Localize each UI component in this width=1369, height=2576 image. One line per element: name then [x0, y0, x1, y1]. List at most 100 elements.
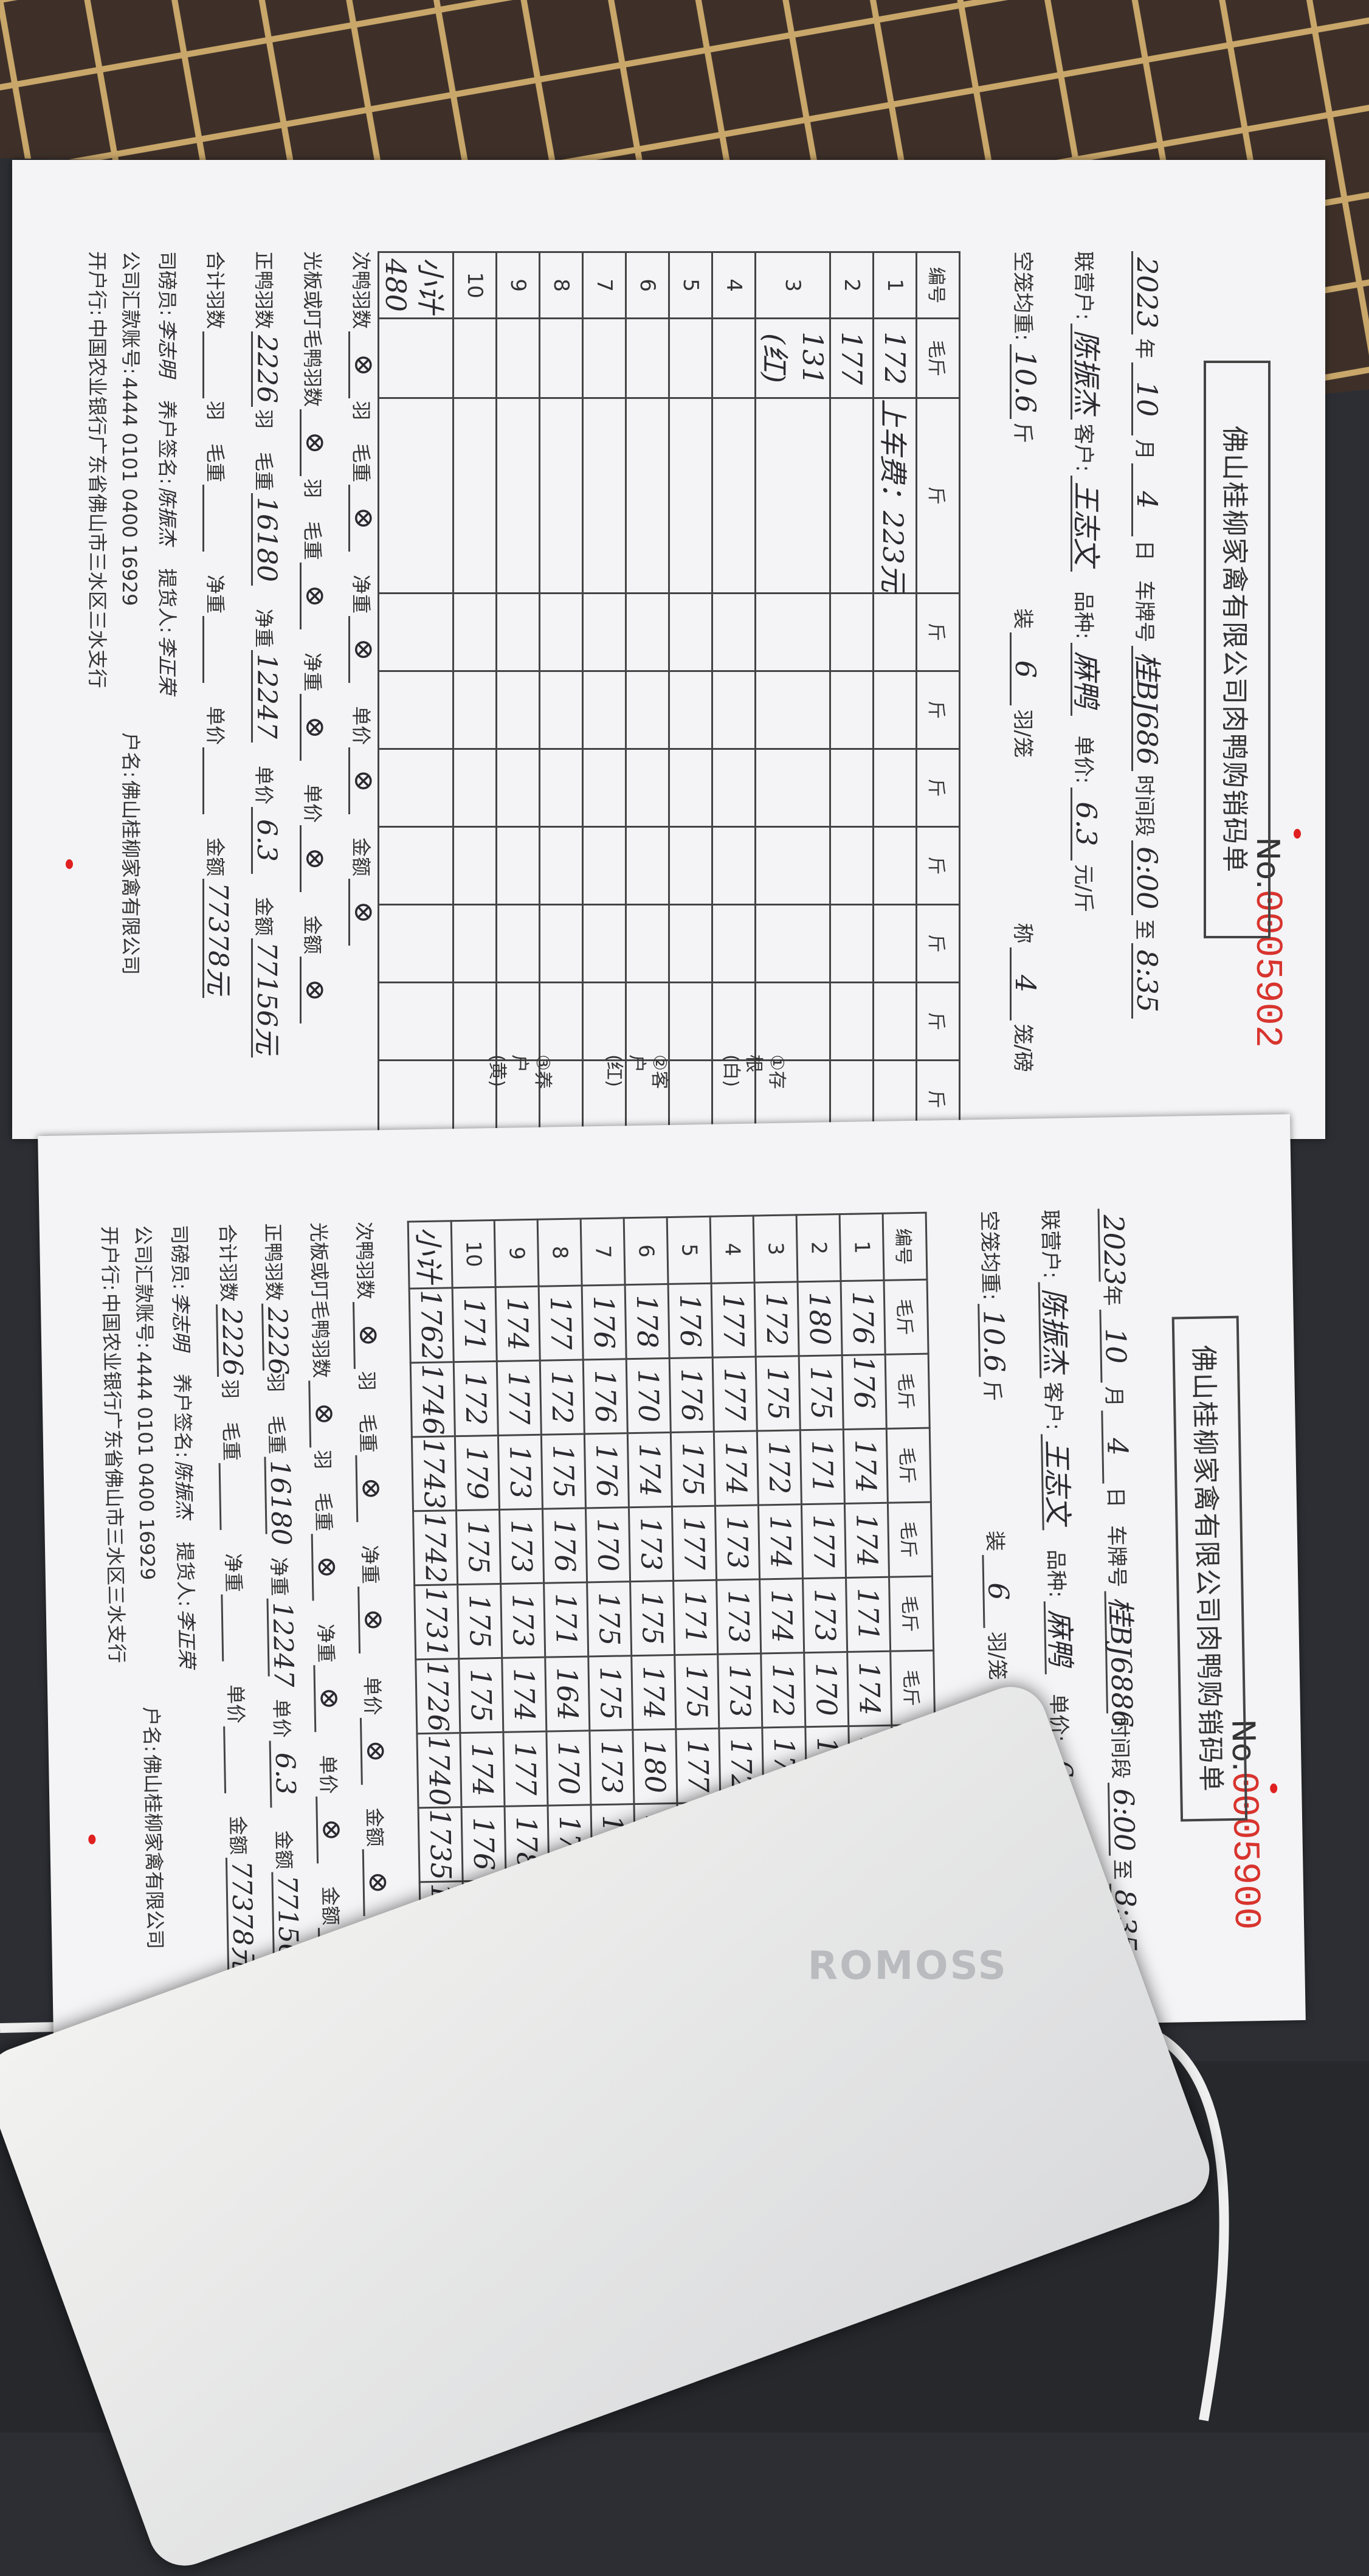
- subtotal-cell: 小计 480: [378, 252, 453, 319]
- amount-value: ⊗: [362, 1849, 394, 1917]
- weigher-label: 司磅员:: [167, 1224, 192, 1290]
- weight-cell: [626, 982, 669, 1061]
- weight-cell: [582, 826, 626, 905]
- weight-cell: [626, 749, 669, 827]
- weight-cell: [453, 318, 497, 398]
- subtotal-cell: [378, 982, 453, 1061]
- weight-cell: 175: [588, 1655, 633, 1731]
- header-cell: 毛斤: [916, 318, 960, 398]
- footer-inferior: 次鸭羽数 ⊗ 羽毛重 ⊗ 净重 ⊗ 单价 ⊗ 金额 ⊗: [351, 1221, 394, 1970]
- header-cell: 斤: [916, 593, 960, 671]
- weight-cell: 176: [842, 1354, 887, 1430]
- count-value: ⊗: [352, 1301, 384, 1369]
- unit-price-value: 6.3: [269, 1740, 301, 1808]
- row-number: 4: [712, 252, 756, 319]
- count-label: 合计羽数: [215, 1224, 240, 1303]
- subtotal-cell: [378, 398, 453, 594]
- header-cell: 毛斤: [884, 1279, 929, 1355]
- weight-cell: [712, 318, 756, 398]
- header-cell: 斤: [916, 749, 960, 827]
- amount-label: 金额: [318, 1886, 342, 1926]
- weight-cell: [669, 826, 712, 905]
- subtotal-cell: 1742: [413, 1510, 458, 1585]
- header-cell: 斤: [916, 671, 960, 749]
- price-label: 单价:: [1071, 735, 1095, 784]
- price-unit: 元/斤: [1071, 864, 1095, 913]
- to-label: 至: [1109, 1858, 1134, 1880]
- copy-label: ①存根(白): [720, 1054, 787, 1089]
- load-label: 装: [1010, 608, 1035, 629]
- unit-price-label: 单价: [204, 706, 227, 746]
- unit-price-value: [202, 747, 204, 815]
- unit-price-value: ⊗: [300, 825, 331, 893]
- gross-value: ⊗: [311, 1533, 343, 1601]
- weight-cell: 172: [754, 1281, 799, 1357]
- plate-label: 车牌号: [1103, 1525, 1129, 1588]
- cage-weight-label: 空笼均重:: [1010, 251, 1035, 341]
- subtotal-cell: 1731: [414, 1584, 459, 1660]
- row-number: 6: [624, 1217, 669, 1285]
- bank-value: 中国农业银行广东省佛山市三水区三水支行: [98, 1293, 129, 1664]
- scale-label: 称: [1010, 923, 1035, 944]
- weight-cell: 177: [801, 1503, 846, 1579]
- footer-total: 合计羽数羽毛重 净重 单价 金额 77378元: [202, 251, 233, 1072]
- footer-normal: 正鸭羽数 2226 羽毛重 16180 净重 12247 单价 6.3 金额 77156元: [251, 251, 282, 1072]
- net-value: ⊗: [348, 616, 379, 684]
- net-label: 净重: [221, 1553, 246, 1593]
- header-cell: 毛斤: [886, 1428, 931, 1503]
- weight-cell: [496, 749, 540, 827]
- cage-weight-value: 10.6: [977, 1303, 1011, 1377]
- count-unit: 羽: [264, 1373, 288, 1393]
- pickup-signature: 李正荣: [174, 1609, 199, 1668]
- weight-cell: 173: [499, 1509, 544, 1584]
- row-number: 1: [873, 252, 917, 319]
- net-label: 净重: [267, 1557, 291, 1596]
- pickup-label: 提货人:: [173, 1542, 198, 1607]
- weight-cell: [539, 749, 583, 827]
- amount-label: 金额: [301, 915, 324, 955]
- weight-cell: 173: [715, 1504, 760, 1581]
- weight-cell: [755, 398, 830, 594]
- weight-cell: 176: [841, 1280, 886, 1356]
- month-label: 月: [1101, 1385, 1126, 1407]
- weight-cell: [453, 904, 497, 983]
- weight-cell: [830, 671, 874, 749]
- weight-cell: 178: [625, 1284, 670, 1359]
- weight-cell: 173: [629, 1506, 674, 1582]
- row-number: 10: [453, 252, 497, 319]
- weight-cell: 175: [756, 1356, 801, 1432]
- weight-cell: [830, 749, 874, 827]
- power-bank-brand: ROMOSS: [807, 1944, 1008, 1989]
- net-value: [202, 616, 204, 684]
- day-label: 日: [1103, 1486, 1128, 1508]
- load-unit: 羽/笼: [1010, 709, 1035, 758]
- weight-cell: 173: [716, 1579, 761, 1655]
- weight-cell: [496, 826, 540, 905]
- weight-cell: 173: [500, 1583, 545, 1658]
- amount-label: 金额: [362, 1807, 387, 1847]
- weight-cell: 175: [458, 1658, 503, 1733]
- weight-cell: 172: [453, 1361, 498, 1436]
- net-value: ⊗: [313, 1664, 345, 1733]
- partner-value: 陈振杰: [1038, 1282, 1072, 1379]
- unit-price-label: 单价: [301, 784, 324, 823]
- footer-account: 公司汇款账号: 4444 0101 0400 16929 户名: 佛山桂柳家禽有限公司: [130, 1225, 171, 1974]
- weight-cell: 175: [587, 1581, 632, 1657]
- partner-label: 联营户:: [1071, 251, 1095, 320]
- row-number: 1: [840, 1213, 885, 1281]
- weight-cell: [669, 749, 712, 827]
- bank-label: 开户行:: [97, 1225, 122, 1292]
- weight-cell: 172: [873, 318, 917, 398]
- weight-cell: [453, 826, 497, 905]
- gross-value: ⊗: [355, 1455, 387, 1523]
- subtotal-cell: [378, 826, 453, 905]
- partner-value: 陈振杰: [1070, 324, 1103, 420]
- count-label: 光板或叮毛鸭羽数: [301, 251, 324, 407]
- bank-value: 中国农业银行广东省佛山市三水区三水支行: [86, 318, 109, 688]
- breed-value: 麻鸭: [1070, 643, 1103, 716]
- row-number: 8: [539, 252, 583, 319]
- count-unit: 羽: [354, 1371, 379, 1391]
- row-number: 5: [669, 252, 712, 319]
- weight-cell: 179: [455, 1435, 500, 1511]
- weight-cell: [712, 982, 756, 1061]
